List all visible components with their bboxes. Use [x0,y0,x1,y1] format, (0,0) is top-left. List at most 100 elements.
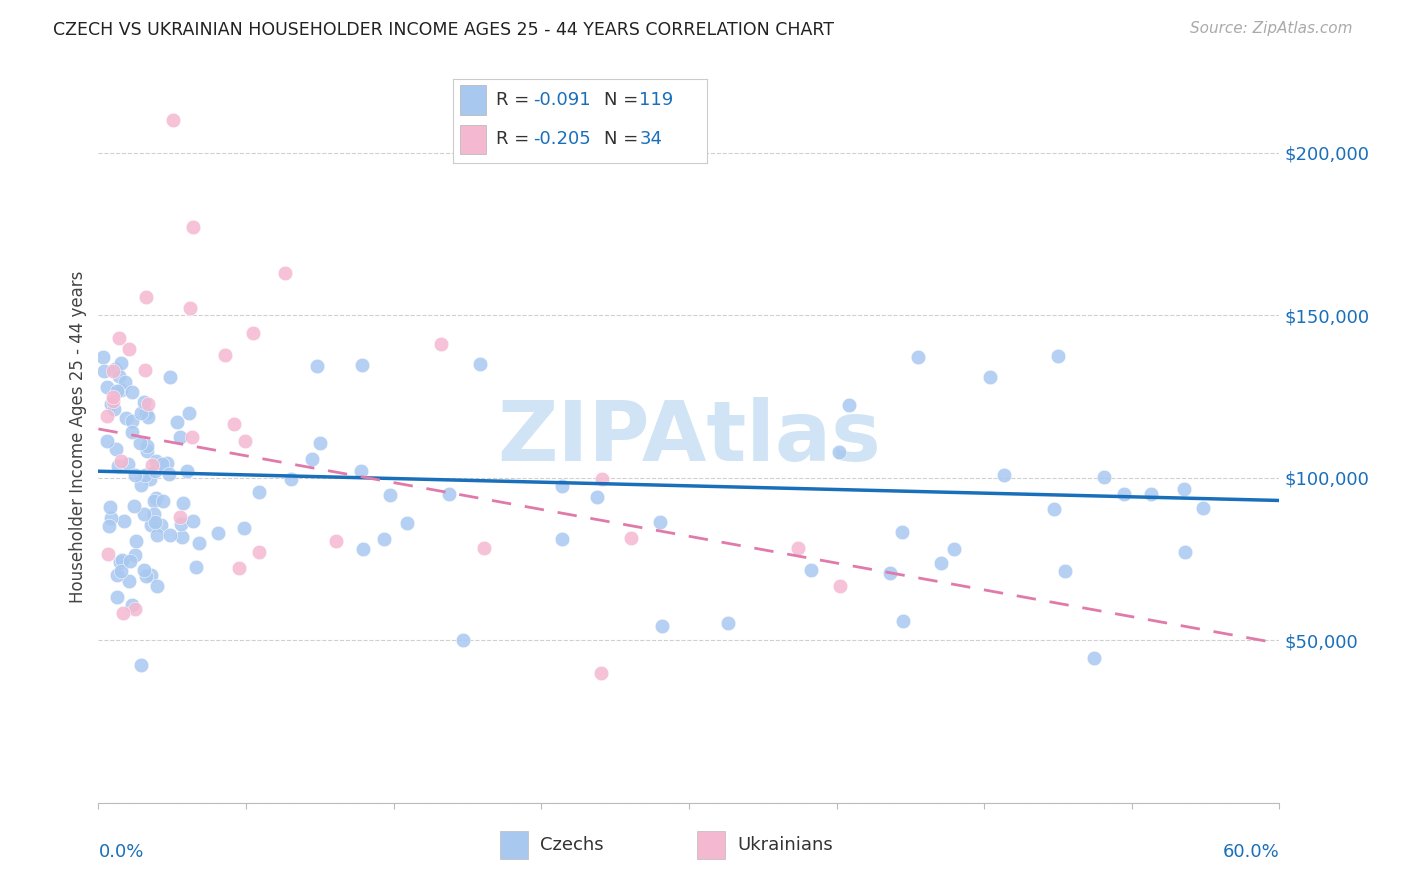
Point [373,532,395,546]
Point [121,414,143,428]
Point [122,499,145,513]
Point [96,380,118,394]
Point [169,509,191,524]
Point [108,368,131,383]
Point [166,415,188,429]
Point [135,568,157,582]
Point [132,395,155,409]
Point [121,384,143,399]
Point [143,507,166,521]
Point [228,561,250,575]
Point [132,563,155,577]
Point [838,398,860,412]
Point [472,541,495,555]
Point [830,579,852,593]
Point [134,468,156,483]
Point [169,516,191,531]
Point [233,521,256,535]
Point [134,363,156,377]
Point [143,515,166,529]
Point [121,425,143,440]
Point [891,615,914,629]
Point [942,542,965,557]
Point [717,616,740,631]
Point [470,357,492,371]
Point [145,453,167,467]
Point [108,331,131,345]
Point [1043,501,1066,516]
Point [101,364,124,378]
Text: CZECH VS UKRAINIAN HOUSEHOLDER INCOME AGES 25 - 44 YEARS CORRELATION CHART: CZECH VS UKRAINIAN HOUSEHOLDER INCOME AG… [53,21,834,39]
Point [170,530,193,544]
Point [186,560,208,574]
Text: Source: ZipAtlas.com: Source: ZipAtlas.com [1189,21,1353,37]
Point [325,534,347,549]
Point [128,436,150,450]
Point [138,397,160,411]
Point [430,336,453,351]
Point [124,467,146,482]
Point [1083,651,1105,665]
Point [110,383,132,397]
Point [118,342,141,356]
Point [301,452,323,467]
Point [620,532,643,546]
Point [117,457,139,471]
Point [156,456,179,470]
Point [97,547,120,561]
Point [585,491,607,505]
Point [159,528,181,542]
Point [352,542,374,557]
Point [136,409,159,424]
Point [143,464,166,478]
Point [112,606,135,620]
Point [451,633,474,648]
Point [135,444,157,458]
Point [280,472,302,486]
Point [591,472,613,486]
Text: 0.0%: 0.0% [98,843,143,861]
Point [124,548,146,562]
Point [143,494,166,508]
Point [247,485,270,500]
Point [395,516,418,531]
Point [150,457,173,471]
Point [551,533,574,547]
Point [1094,470,1116,484]
Point [141,458,163,472]
Point [110,454,132,468]
Point [907,350,929,364]
Y-axis label: Householder Income Ages 25 - 44 years: Householder Income Ages 25 - 44 years [69,271,87,603]
Point [105,567,128,582]
Point [787,541,810,555]
Point [181,220,204,235]
Point [891,525,914,540]
Point [274,266,297,280]
Text: ZIPAtlas: ZIPAtlas [496,397,882,477]
Point [139,567,162,582]
Point [141,517,163,532]
Point [100,511,122,525]
Point [118,554,141,568]
Point [105,590,128,604]
Point [157,467,180,481]
Point [550,479,572,493]
Point [124,533,146,548]
Point [1174,544,1197,558]
Point [188,535,211,549]
Point [135,406,157,420]
Point [1139,486,1161,500]
Point [307,359,329,373]
Point [149,518,172,533]
Point [929,556,952,570]
Point [131,658,153,673]
Point [1173,482,1195,496]
Point [993,467,1015,482]
Point [107,459,129,474]
Point [139,472,162,486]
Point [437,487,460,501]
Point [979,370,1001,384]
Point [222,417,245,432]
Point [103,390,125,404]
Point [129,478,152,492]
